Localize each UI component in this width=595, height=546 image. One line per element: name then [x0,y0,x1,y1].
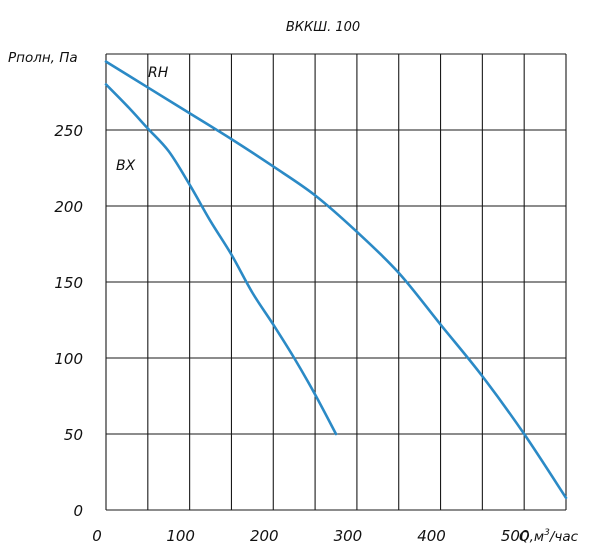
y-tick-label: 250 [54,122,83,140]
series-label-bx: ВХ [116,158,136,174]
y-tick-label: 50 [64,426,83,444]
y-tick-label: 200 [54,198,83,216]
x-tick-label: 300 [334,527,363,545]
chart-grid [105,53,567,511]
y-tick-label: 0 [73,502,83,520]
x-tick-label: 200 [250,527,279,545]
series-lines [104,60,568,500]
chart-title: ВККШ. 100 [286,20,360,35]
series-line-bx [104,83,338,436]
x-tick-label: 500 [501,527,530,545]
x-axis-title-suffix: /час [549,529,579,545]
x-tick-label: 0 [92,527,102,545]
x-tick-label: 100 [166,527,195,545]
series-line-rh [104,60,568,500]
y-axis-title: Рполн, Па [8,50,78,66]
y-tick-label: 100 [54,350,83,368]
x-axis-title-main: Q,м [519,529,544,545]
tick-labels: 0 100 200 300 400 500 0 50 100 150 200 250 [54,122,529,545]
x-tick-label: 400 [417,527,446,545]
series-label-rh: RH [148,65,169,81]
y-tick-label: 150 [54,274,83,292]
x-axis-title: Q,м3/час [519,528,579,545]
x-axis-title-superscript: 3 [544,528,550,538]
